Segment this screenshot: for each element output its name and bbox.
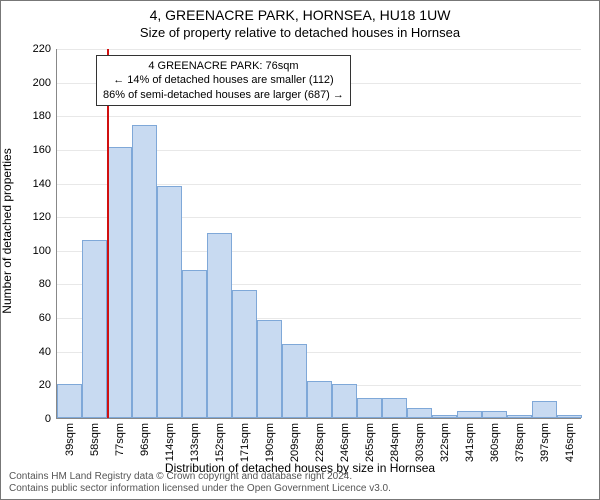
y-tick-label: 160 [33, 144, 51, 156]
x-tick-label: 246sqm [339, 423, 351, 462]
annot-line-3: 86% of semi-detached houses are larger (… [103, 88, 344, 102]
annot-line-1: 4 GREENACRE PARK: 76sqm [103, 59, 344, 73]
x-tick-label: 96sqm [139, 423, 151, 456]
histogram-bar [557, 415, 582, 418]
gridline [57, 49, 581, 50]
gridline [57, 116, 581, 117]
histogram-bar [82, 240, 107, 418]
x-tick-label: 133sqm [189, 423, 201, 462]
x-tick-label: 265sqm [364, 423, 376, 462]
histogram-bar [132, 125, 157, 418]
histogram-bar [457, 411, 482, 418]
histogram-bar [282, 344, 307, 418]
histogram-bar [357, 398, 382, 418]
footer-line-2: Contains public sector information licen… [9, 483, 391, 495]
x-tick-label: 228sqm [314, 423, 326, 462]
y-tick-label: 180 [33, 110, 51, 122]
x-tick-label: 284sqm [389, 423, 401, 462]
histogram-bar [232, 290, 257, 418]
histogram-bar [157, 186, 182, 418]
histogram-bar [532, 401, 557, 418]
histogram-bar [182, 270, 207, 418]
x-tick-label: 303sqm [414, 423, 426, 462]
chart-area: 02040608010012014016018020022039sqm58sqm… [56, 49, 581, 419]
x-tick-label: 39sqm [64, 423, 76, 456]
y-tick-label: 100 [33, 245, 51, 257]
y-tick-label: 120 [33, 211, 51, 223]
x-tick-label: 77sqm [114, 423, 126, 456]
x-tick-label: 378sqm [514, 423, 526, 462]
y-tick-label: 220 [33, 43, 51, 55]
y-axis-label: Number of detached properties [0, 148, 14, 313]
footer-line-1: Contains HM Land Registry data © Crown c… [9, 471, 391, 483]
annotation-box: 4 GREENACRE PARK: 76sqm ← 14% of detache… [96, 55, 351, 106]
page-title-1: 4, GREENACRE PARK, HORNSEA, HU18 1UW [1, 7, 599, 23]
x-tick-label: 322sqm [439, 423, 451, 462]
histogram-bar [307, 381, 332, 418]
histogram-bar [57, 384, 82, 418]
x-tick-label: 152sqm [214, 423, 226, 462]
x-tick-label: 171sqm [239, 423, 251, 462]
x-tick-label: 114sqm [164, 423, 176, 461]
footer: Contains HM Land Registry data © Crown c… [9, 471, 391, 495]
histogram-bar [107, 147, 132, 418]
histogram-bar [382, 398, 407, 418]
x-tick-label: 360sqm [489, 423, 501, 462]
histogram-bar [257, 320, 282, 418]
histogram-bar [407, 408, 432, 418]
x-tick-label: 416sqm [564, 423, 576, 462]
y-tick-label: 40 [39, 346, 51, 358]
histogram-bar [207, 233, 232, 418]
x-tick-label: 397sqm [539, 423, 551, 462]
x-tick-label: 58sqm [89, 423, 101, 456]
histogram-bar [332, 384, 357, 418]
y-tick-label: 200 [33, 77, 51, 89]
annot-line-2: ← 14% of detached houses are smaller (11… [103, 73, 344, 87]
histogram-bar [507, 415, 532, 418]
page-title-2: Size of property relative to detached ho… [1, 25, 599, 40]
y-tick-label: 60 [39, 312, 51, 324]
histogram-bar [482, 411, 507, 418]
x-tick-label: 190sqm [264, 423, 276, 462]
x-tick-label: 209sqm [289, 423, 301, 462]
y-tick-label: 140 [33, 178, 51, 190]
y-tick-label: 0 [45, 413, 51, 425]
x-tick-label: 341sqm [464, 423, 476, 462]
y-tick-label: 20 [39, 379, 51, 391]
y-tick-label: 80 [39, 278, 51, 290]
histogram-bar [432, 415, 457, 418]
